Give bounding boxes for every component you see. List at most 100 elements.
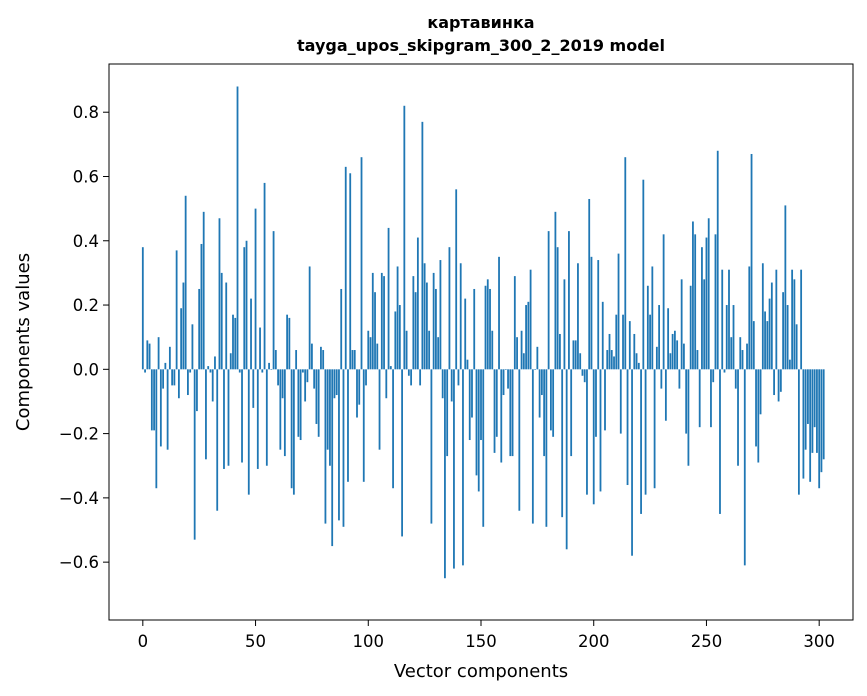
bar-213 [622,314,624,370]
bar-236 [673,330,676,370]
bar-265 [739,337,742,370]
bar-242 [687,369,690,466]
bar-111 [392,369,394,489]
bar-274 [759,369,762,415]
bar-254 [714,234,717,370]
bar-290 [795,324,798,370]
bar-289 [793,279,796,370]
bar-276 [764,311,766,370]
bar-112 [394,311,397,370]
bar-247 [698,369,701,428]
bar-94 [353,350,356,370]
bar-157 [495,369,498,437]
bar-294 [804,369,807,450]
bar-119 [410,369,413,386]
bar-21 [189,369,192,373]
bar-134 [444,369,446,579]
bar-154 [489,288,491,370]
bar-116 [403,105,406,370]
bar-48 [250,298,252,370]
bar-24 [196,369,198,412]
bar-78 [317,369,320,437]
bar-255 [716,150,719,370]
bar-275 [761,263,764,370]
bar-221 [640,369,642,514]
bar-171 [527,301,530,370]
bar-11 [166,369,169,450]
bar-190 [570,369,573,457]
bar-72 [304,369,307,402]
bar-234 [669,353,672,370]
bar-1 [144,369,146,373]
bar-178 [543,369,546,457]
bar-26 [200,243,203,370]
bar-139 [455,189,458,370]
bar-209 [613,356,615,370]
bar-227 [653,369,656,489]
bar-75 [311,343,313,370]
bar-106 [380,272,383,370]
bar-68 [295,350,298,370]
bar-240 [683,343,685,370]
bar-34 [218,218,221,370]
bar-278 [768,298,771,370]
bar-43 [238,369,241,373]
bar-133 [441,369,444,399]
bar-222 [642,179,645,370]
bar-39 [229,353,232,370]
bar-49 [252,369,255,408]
bar-88 [340,288,343,370]
bar-273 [757,369,760,463]
bar-256 [719,369,721,514]
bar-2 [146,340,149,370]
bar-252 [710,369,712,428]
bar-28 [205,369,207,460]
bar-45 [243,247,246,370]
bar-4 [150,369,153,431]
bar-38 [227,369,230,466]
bar-76 [313,369,316,389]
bar-231 [662,234,665,370]
bar-57 [270,369,273,370]
bar-214 [624,157,627,370]
bar-22 [191,324,194,370]
bar-53 [261,369,264,373]
bar-86 [335,369,338,396]
bar-241 [685,369,688,434]
bar-193 [577,263,579,370]
bar-150 [480,369,482,441]
bar-126 [425,282,428,370]
bar-184 [556,247,559,370]
bar-74 [308,266,311,370]
bar-113 [396,266,399,370]
bar-282 [777,369,780,402]
bar-277 [766,321,769,370]
bar-55 [265,369,268,466]
bar-81 [324,369,327,524]
bar-266 [741,350,744,370]
bar-177 [540,369,543,396]
bars-group [141,86,825,579]
bar-98 [362,369,365,482]
bar-162 [507,369,509,389]
bar-70 [299,369,302,441]
x-tick-label-200: 200 [578,632,610,651]
y-tick-label-2: −0.2 [59,425,99,444]
bar-166 [516,337,518,370]
bar-23 [193,369,196,540]
bar-128 [430,369,433,524]
bar-59 [274,350,277,370]
bar-165 [513,276,516,370]
bar-145 [468,369,471,441]
bar-288 [791,269,794,370]
bar-120 [412,276,415,370]
bar-197 [586,369,588,495]
bar-218 [633,333,636,370]
bar-33 [216,369,219,511]
bar-186 [561,369,564,518]
bar-181 [549,369,552,431]
chart-title: картавинка [427,13,534,32]
bar-198 [588,198,591,370]
bar-244 [692,221,694,370]
bar-182 [552,369,555,437]
